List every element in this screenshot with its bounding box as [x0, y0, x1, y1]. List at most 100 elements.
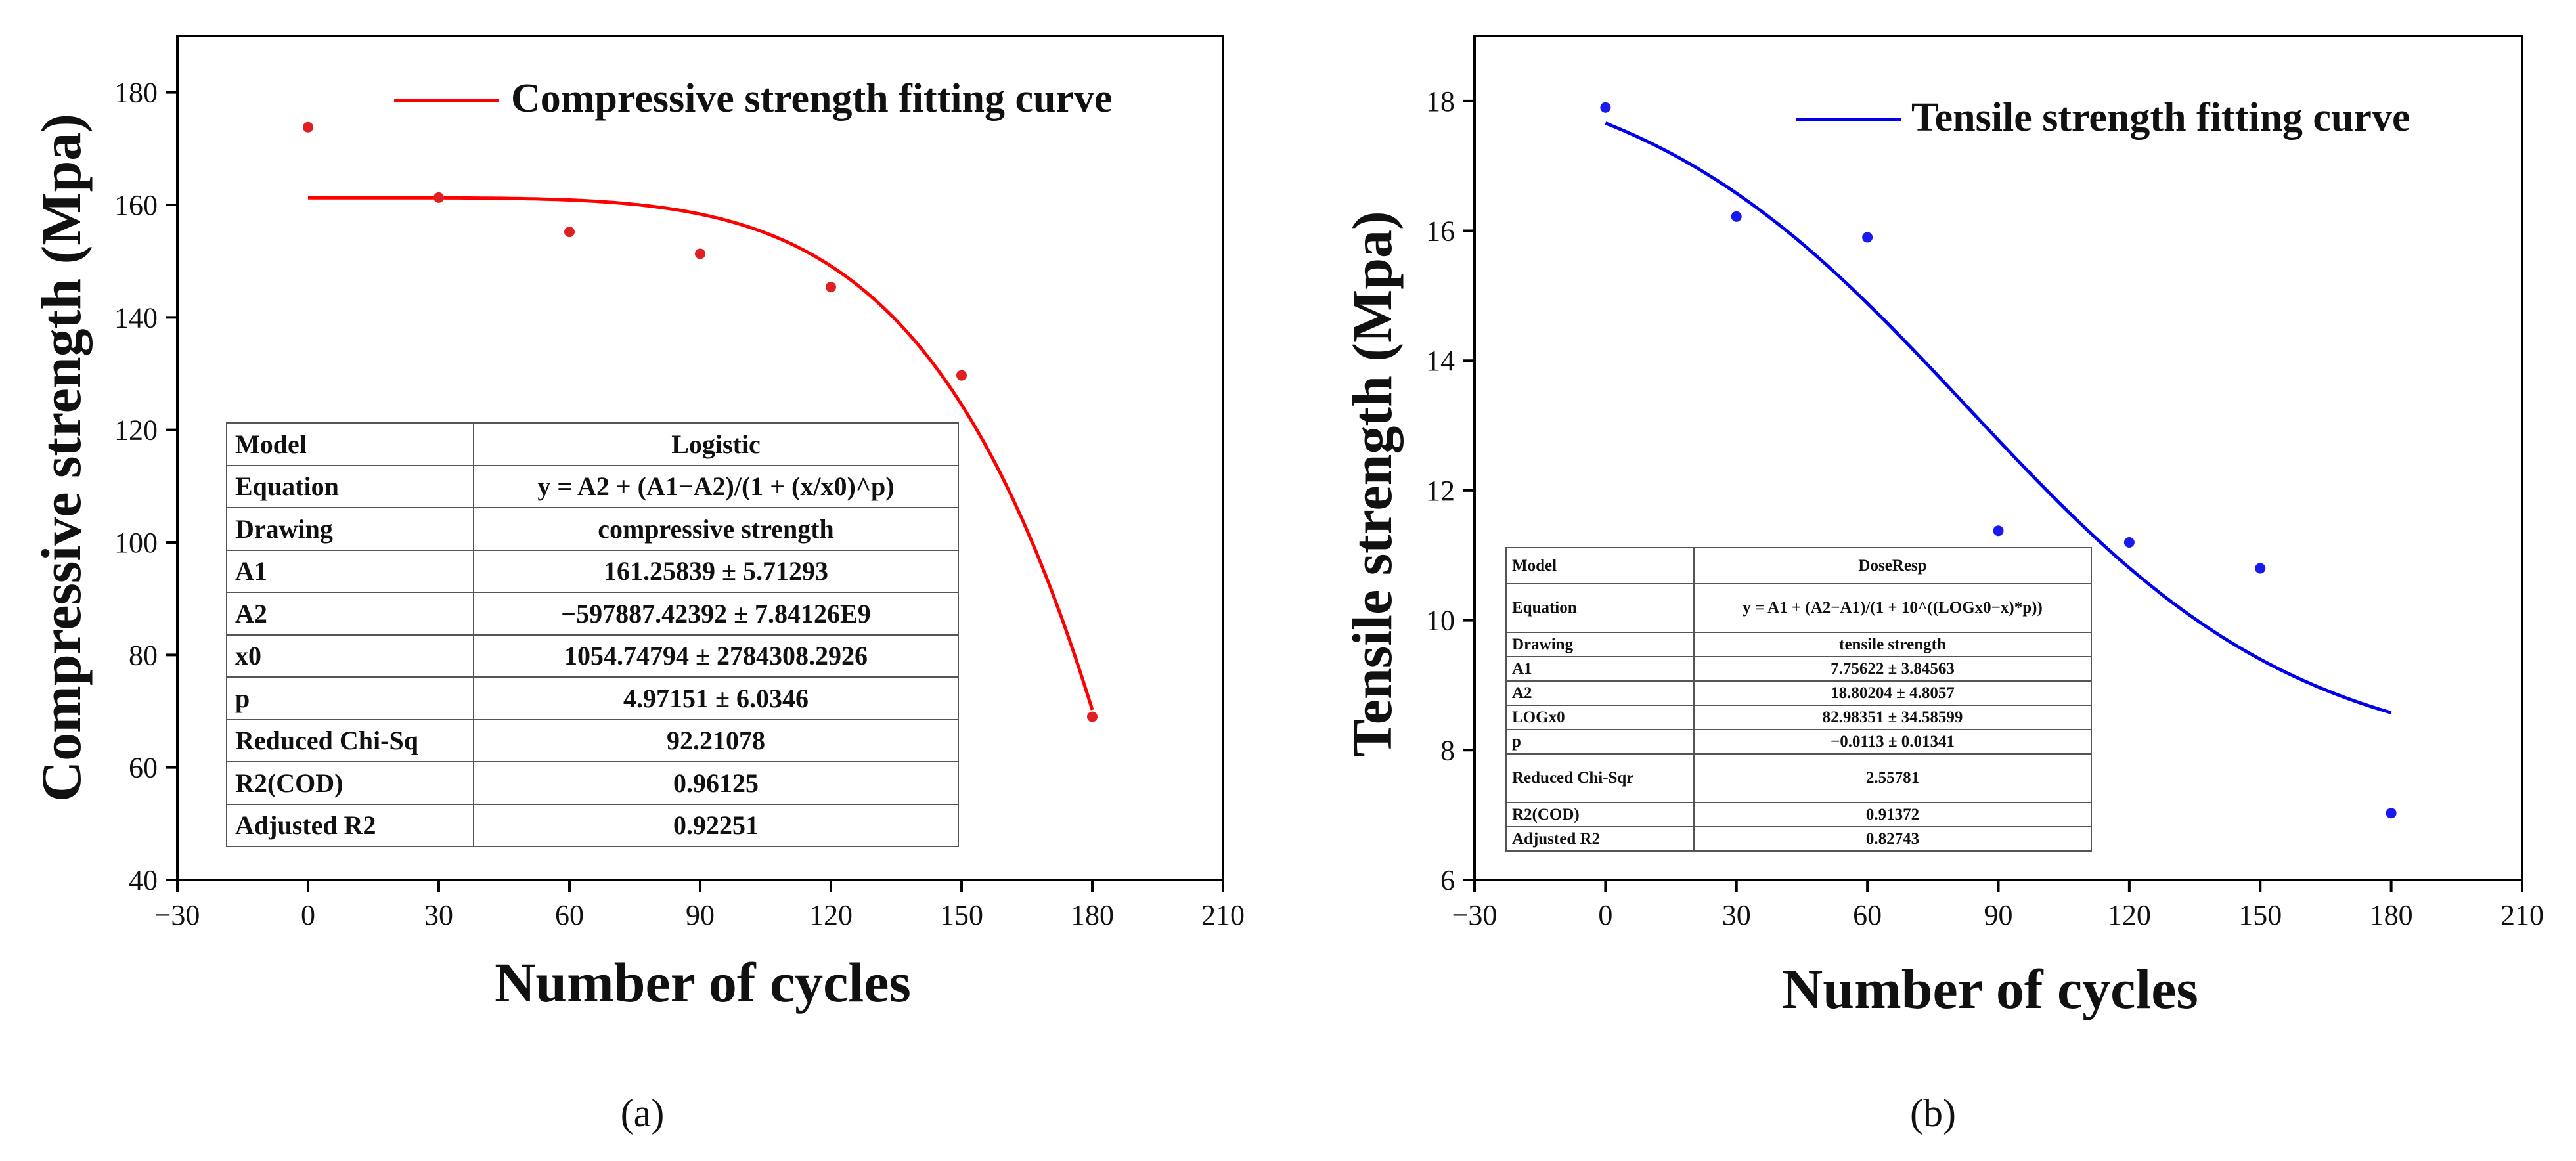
panel-a: −30 0 30 60 90 120 150 180 210 40 60 80 100 120 140 160…: [30, 35, 1245, 1135]
data-point: [1862, 232, 1873, 243]
fit-table-row: Adjusted R2 0.92251: [226, 803, 959, 847]
fit-table-value: 7.75622 ± 3.84563: [1693, 656, 2092, 682]
x-tick-label: 60: [555, 899, 584, 931]
y-tick-label: 140: [114, 301, 158, 334]
data-point: [826, 282, 836, 293]
fit-table-key: Reduced Chi-Sqr: [1505, 753, 1695, 803]
fit-table-row: A1 7.75622 ± 3.84563: [1505, 656, 2092, 682]
fit-table-key: Drawing: [1505, 632, 1695, 657]
panel-b-y-axis-label: Tensile strength (Mpa): [1341, 211, 1404, 756]
data-point: [564, 227, 575, 238]
fit-table-value: 1054.74794 ± 2784308.2926: [473, 634, 959, 678]
data-point: [2255, 563, 2266, 574]
panel-b-fit-curve: [1605, 121, 2392, 714]
panel-a-x-axis-label: Number of cycles: [495, 951, 911, 1014]
fit-table-row: Equation y = A1 + (A2−A1)/(1 + 10^((LOGx0…: [1505, 583, 2092, 633]
y-tick-label: 10: [1426, 605, 1455, 637]
fit-table-key: R2(COD): [1505, 802, 1695, 827]
x-tick-label: −30: [1452, 899, 1498, 931]
fit-table-value: 0.82743: [1693, 826, 2092, 852]
panel-b-axes: −30 0 30 60 90 120 150 180 210 6 8 10 12 14 16 18: [1426, 85, 2544, 931]
fit-table-row: R2(COD) 0.91372: [1505, 802, 2092, 827]
x-tick-label: 0: [301, 899, 315, 931]
y-tick-label: 16: [1426, 215, 1455, 248]
panel-a-legend-label: Compressive strength fitting curve: [511, 76, 1113, 121]
panel-b-legend-label: Tensile strength fitting curve: [1911, 95, 2410, 140]
fit-table-row: R2(COD) 0.96125: [226, 761, 959, 805]
fit-table-value: 92.21078: [473, 718, 959, 762]
fit-table-value: Logistic: [473, 422, 959, 466]
fit-table-key: Model: [226, 422, 474, 466]
data-point: [303, 121, 313, 133]
fit-table-row: Equation y = A2 + (A1−A2)/(1 + (x/x0)^p): [226, 464, 959, 508]
fit-table-key: A1: [226, 549, 474, 593]
fit-table-value: 82.98351 ± 34.58599: [1693, 705, 2092, 730]
fit-table-row: p −0.0113 ± 0.01341: [1505, 729, 2092, 755]
fit-table-key: x0: [226, 634, 474, 678]
fit-table-value: compressive strength: [473, 507, 959, 551]
y-tick-label: 18: [1426, 85, 1455, 118]
fit-table-key: Drawing: [226, 507, 474, 551]
fit-table-key: Adjusted R2: [226, 803, 474, 847]
fit-table-value: y = A2 + (A1−A2)/(1 + (x/x0)^p): [473, 464, 959, 508]
x-tick-label: −30: [155, 899, 200, 931]
fit-table-key: Equation: [226, 464, 474, 508]
panel-a-axes: −30 0 30 60 90 120 150 180 210 40 60 80 100 120 140 160…: [114, 77, 1245, 931]
data-point: [1731, 211, 1742, 222]
panel-b-fit-table: Model DoseResp Equation y = A1 + (A2−A1)/(1…: [1505, 547, 2092, 852]
fit-table-row: A2 18.80204 ± 4.8057: [1505, 680, 2092, 706]
data-point: [956, 370, 967, 381]
panel-a-points: [303, 121, 1098, 722]
x-tick-label: 150: [2238, 899, 2282, 931]
fit-table-value: DoseResp: [1693, 547, 2092, 584]
fit-table-key: A1: [1505, 656, 1695, 682]
fit-table-key: p: [226, 676, 474, 720]
panel-b: −30 0 30 60 90 120 150 180 210 6 8 10 12 14 16 18 Tensi…: [1341, 35, 2544, 1135]
x-tick-label: 90: [686, 899, 715, 931]
fit-table-value: 0.96125: [473, 761, 959, 805]
fit-table-row: A1 161.25839 ± 5.71293: [226, 549, 959, 593]
y-tick-label: 40: [129, 864, 158, 896]
fit-table-key: A2: [226, 592, 474, 636]
fit-table-value: 2.55781: [1693, 753, 2092, 803]
fit-table-key: Adjusted R2: [1505, 826, 1695, 852]
x-tick-label: 120: [809, 899, 853, 931]
fit-table-row: Model DoseResp: [1505, 547, 2092, 584]
y-tick-label: 8: [1440, 734, 1455, 766]
fit-table-key: Reduced Chi-Sq: [226, 718, 474, 762]
fit-table-key: A2: [1505, 680, 1695, 706]
y-tick-label: 100: [114, 527, 158, 559]
panel-b-x-axis-label: Number of cycles: [1782, 957, 2198, 1020]
fit-table-key: LOGx0: [1505, 705, 1695, 730]
x-tick-label: 90: [1984, 899, 2013, 931]
panel-a-fit-table: Model Logistic Equation y = A2 + (A1−A2)/(1…: [226, 422, 959, 847]
y-tick-label: 80: [129, 639, 158, 671]
data-point: [695, 248, 705, 259]
panel-a-y-axis-label: Compressive strength (Mpa): [30, 114, 93, 802]
data-point: [2386, 808, 2397, 819]
fit-table-key: Equation: [1505, 583, 1695, 633]
panel-a-label: (a): [621, 1091, 665, 1135]
data-point: [1600, 102, 1611, 113]
fit-table-value: 18.80204 ± 4.8057: [1693, 680, 2092, 706]
data-point: [1087, 711, 1098, 722]
fit-table-row: Drawing compressive strength: [226, 507, 959, 551]
x-tick-label: 60: [1853, 899, 1882, 931]
y-tick-label: 120: [114, 414, 158, 447]
x-tick-label: 150: [940, 899, 983, 931]
x-tick-label: 210: [1201, 899, 1245, 931]
fit-table-row: Reduced Chi-Sq 92.21078: [226, 718, 959, 762]
fit-table-value: y = A1 + (A2−A1)/(1 + 10^((LOGx0−x)*p)): [1693, 583, 2092, 633]
fit-table-value: 0.91372: [1693, 802, 2092, 827]
y-tick-label: 60: [129, 752, 158, 784]
x-tick-label: 180: [2370, 899, 2413, 931]
x-tick-label: 30: [424, 899, 453, 931]
fit-table-value: 4.97151 ± 6.0346: [473, 676, 959, 720]
fit-table-value: tensile strength: [1693, 632, 2092, 657]
fit-table-value: −597887.42392 ± 7.84126E9: [473, 592, 959, 636]
fit-table-key: R2(COD): [226, 761, 474, 805]
y-tick-label: 180: [114, 77, 158, 109]
fit-table-row: Adjusted R2 0.82743: [1505, 826, 2092, 852]
x-tick-label: 210: [2500, 899, 2544, 931]
